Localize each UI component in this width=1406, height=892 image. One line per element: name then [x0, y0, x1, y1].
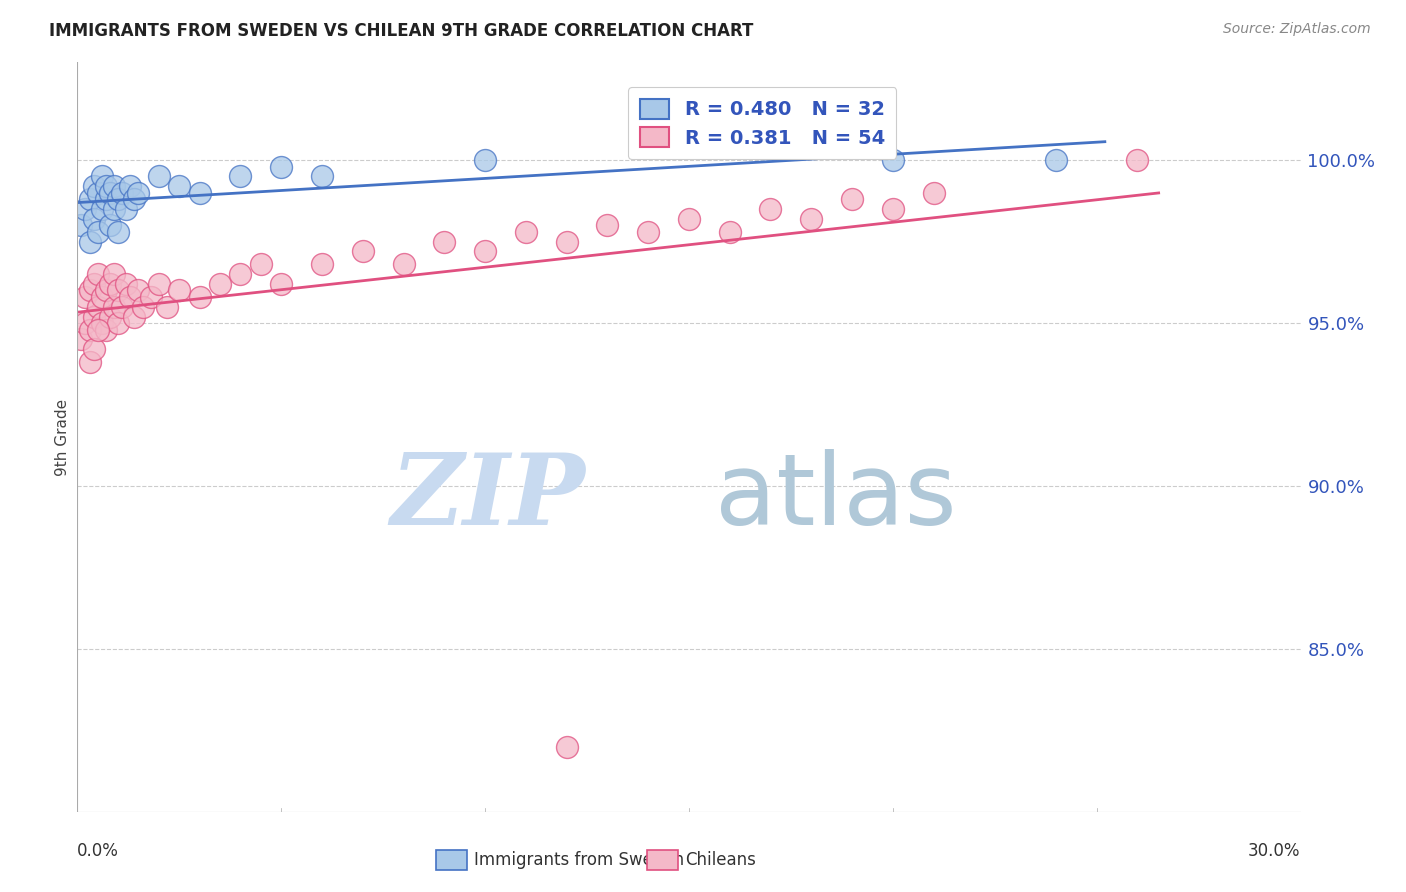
Point [1045, 153, 1067, 168]
Point [115, 277, 138, 291]
Point [107, 192, 129, 206]
Text: atlas: atlas [714, 449, 956, 546]
Point [474, 244, 496, 259]
Point [678, 211, 700, 226]
Text: Chileans: Chileans [685, 851, 755, 869]
Point [83, 277, 105, 291]
Point [79, 355, 101, 369]
Point [94, 192, 117, 206]
Point [250, 257, 273, 271]
Point [188, 290, 211, 304]
Point [800, 211, 823, 226]
Point [229, 169, 252, 184]
Point [270, 277, 292, 291]
Point [87, 225, 110, 239]
Point [115, 202, 138, 216]
Point [128, 186, 150, 200]
Point [98, 186, 121, 200]
Point [90, 169, 112, 184]
Point [75, 202, 97, 216]
Point [188, 186, 211, 200]
Point [169, 179, 191, 194]
Point [352, 244, 374, 259]
Text: Source: ZipAtlas.com: Source: ZipAtlas.com [1223, 22, 1371, 37]
Point [841, 192, 863, 206]
Point [270, 160, 292, 174]
Point [515, 225, 537, 239]
Point [103, 202, 125, 216]
Point [107, 316, 129, 330]
Point [209, 277, 232, 291]
Point [107, 225, 129, 239]
Y-axis label: 9th Grade: 9th Grade [55, 399, 70, 475]
Point [94, 322, 117, 336]
Text: 30.0%: 30.0% [1249, 842, 1301, 860]
Point [111, 186, 134, 200]
Point [882, 202, 904, 216]
Point [94, 284, 117, 298]
Point [103, 179, 125, 194]
Legend: R = 0.480   N = 32, R = 0.381   N = 54: R = 0.480 N = 32, R = 0.381 N = 54 [628, 87, 897, 160]
Point [83, 211, 105, 226]
Point [718, 225, 741, 239]
Point [98, 277, 121, 291]
Point [156, 300, 179, 314]
Point [83, 342, 105, 356]
Point [882, 153, 904, 168]
Point [94, 179, 117, 194]
Point [103, 300, 125, 314]
Point [311, 257, 333, 271]
Point [79, 284, 101, 298]
Point [83, 310, 105, 324]
Point [120, 290, 142, 304]
Point [124, 192, 146, 206]
Point [87, 186, 110, 200]
Point [70, 332, 93, 346]
Point [1126, 153, 1149, 168]
Point [79, 192, 101, 206]
Point [87, 322, 110, 336]
Point [148, 169, 170, 184]
Point [555, 739, 578, 754]
Point [98, 219, 121, 233]
Text: ZIP: ZIP [389, 449, 585, 545]
Point [98, 310, 121, 324]
Point [111, 300, 134, 314]
Point [148, 277, 170, 291]
Point [87, 267, 110, 281]
Text: Immigrants from Sweden: Immigrants from Sweden [474, 851, 683, 869]
Point [139, 290, 162, 304]
Point [922, 186, 945, 200]
Point [90, 316, 112, 330]
Point [392, 257, 415, 271]
Point [169, 284, 191, 298]
Point [311, 169, 333, 184]
Point [90, 290, 112, 304]
Point [555, 235, 578, 249]
Point [79, 235, 101, 249]
Point [79, 322, 101, 336]
Text: IMMIGRANTS FROM SWEDEN VS CHILEAN 9TH GRADE CORRELATION CHART: IMMIGRANTS FROM SWEDEN VS CHILEAN 9TH GR… [49, 22, 754, 40]
Point [70, 219, 93, 233]
Point [128, 284, 150, 298]
Point [90, 202, 112, 216]
Point [120, 179, 142, 194]
Point [103, 267, 125, 281]
Point [759, 202, 782, 216]
Point [75, 316, 97, 330]
Point [474, 153, 496, 168]
Point [229, 267, 252, 281]
Text: 0.0%: 0.0% [77, 842, 120, 860]
Point [124, 310, 146, 324]
Point [131, 300, 153, 314]
Point [83, 179, 105, 194]
Point [637, 225, 659, 239]
Point [87, 300, 110, 314]
Point [75, 290, 97, 304]
Point [433, 235, 456, 249]
Point [596, 219, 619, 233]
Point [107, 284, 129, 298]
